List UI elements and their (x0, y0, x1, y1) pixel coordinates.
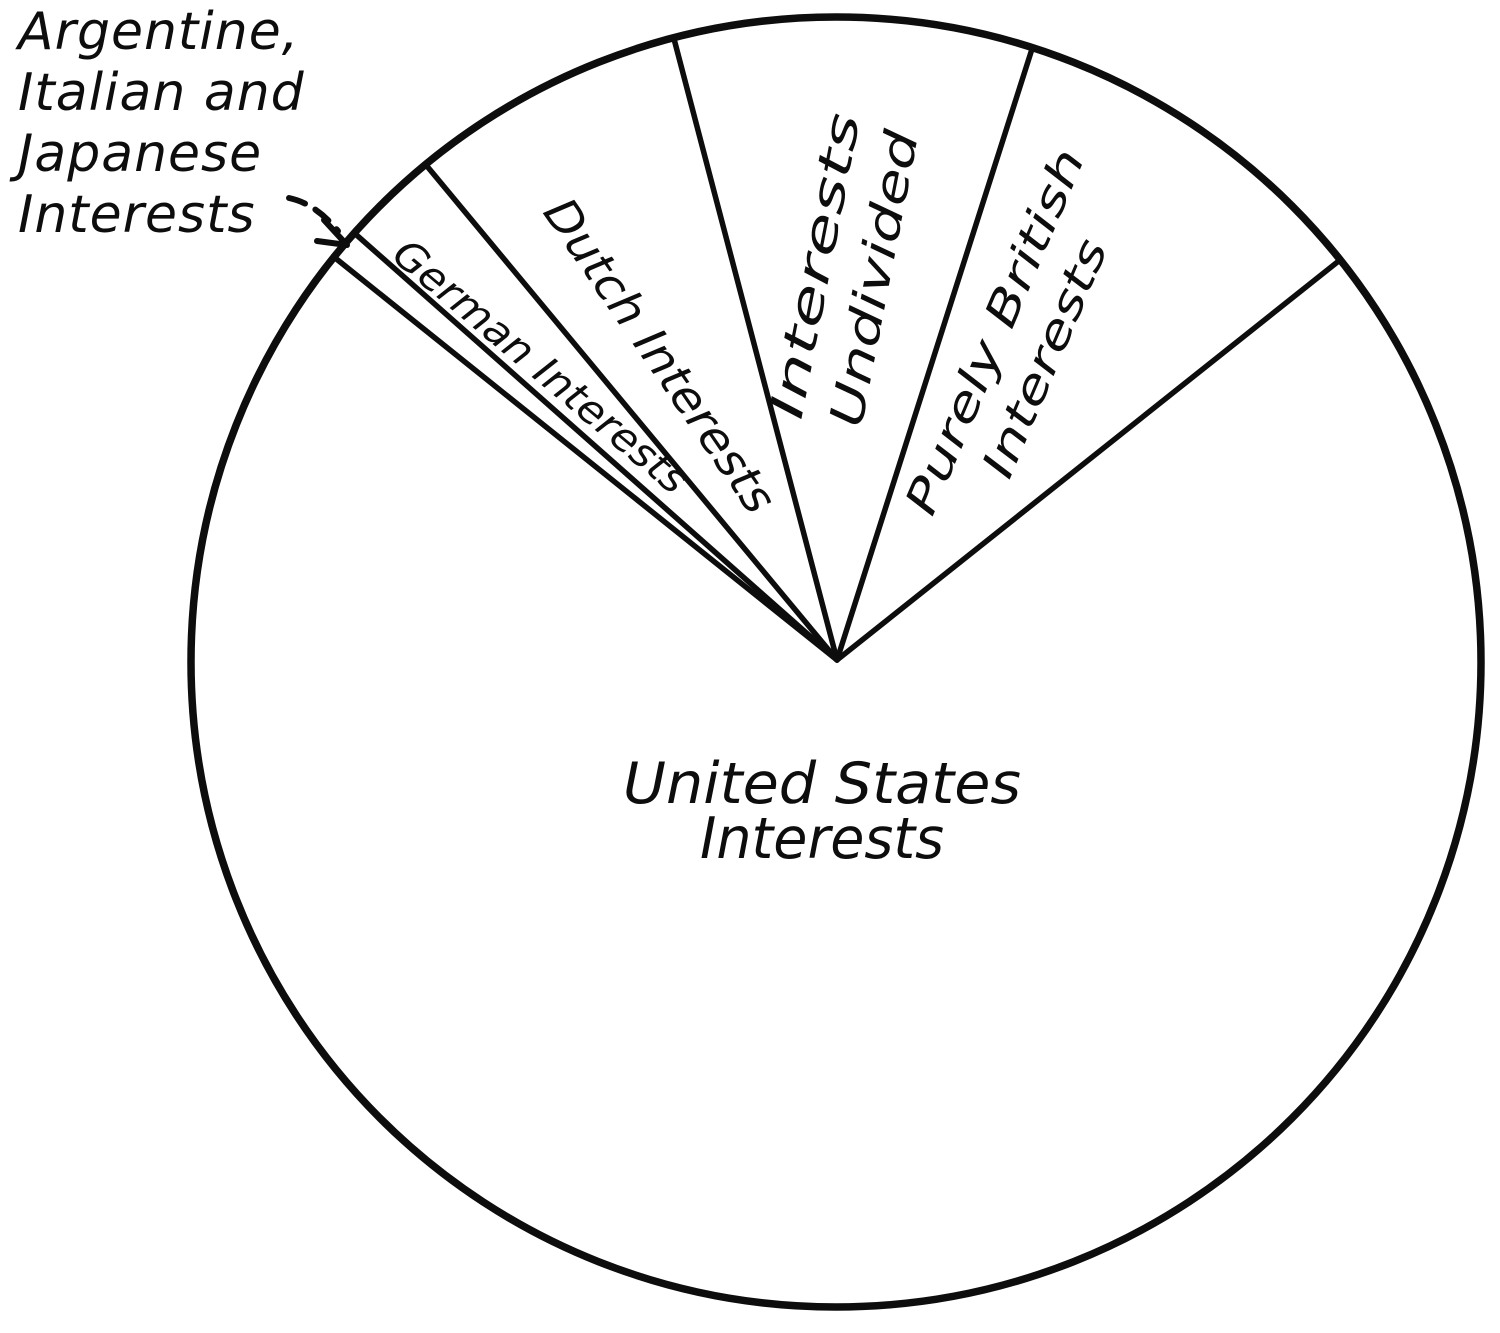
slice-label-united-states: Interests (700, 806, 944, 872)
callout-arrow-line (286, 195, 341, 234)
slice-boundary-line (834, 258, 1342, 663)
slice-boundary-line (834, 46, 1035, 663)
slice-boundary-line (671, 37, 840, 663)
slice-boundary-line (424, 164, 840, 663)
slice-boundary-line (354, 232, 840, 663)
slice-label-united-states: United States (623, 751, 1021, 817)
callout-line: Japanese (18, 124, 263, 184)
pie-circle-outline (187, 13, 1485, 1311)
callout-line: Argentine, (18, 2, 300, 62)
slice-boundary-line (333, 256, 840, 663)
callout-line: Italian and (18, 63, 305, 123)
callout-line: Interests (18, 185, 256, 245)
callout-label: Argentine, Italian and Japanese Interest… (18, 2, 305, 246)
